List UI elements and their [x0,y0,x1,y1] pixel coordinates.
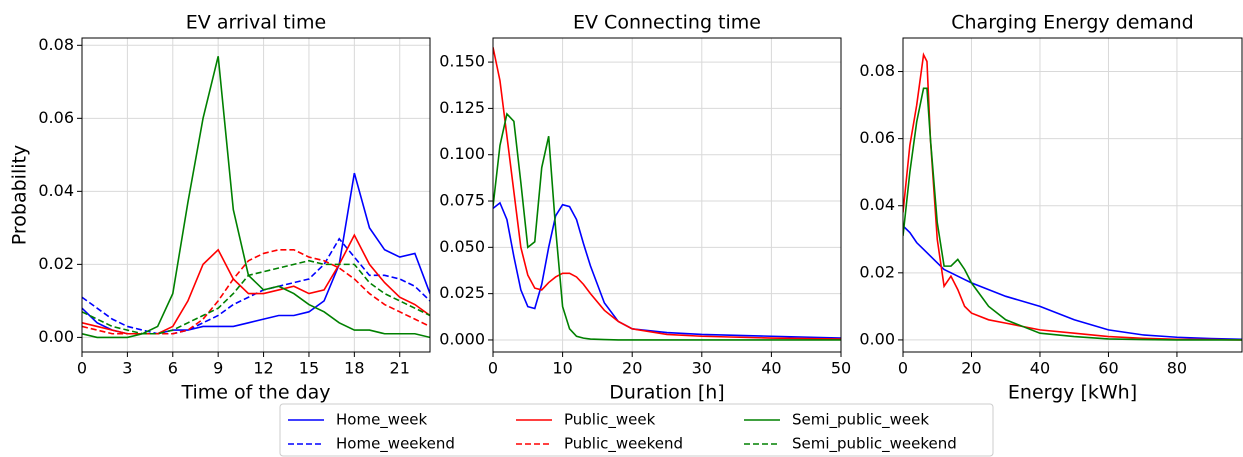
y-tick-label: 0.02 [859,262,895,281]
x-axis-label: Duration [h] [609,382,724,404]
x-tick-label: 40 [761,359,781,378]
series-line [82,56,430,339]
legend-label: Home_week [336,411,428,430]
series-line [903,225,1242,341]
y-tick-label: 0.00 [859,329,895,348]
x-tick-label: 40 [1030,359,1050,378]
series-line [903,52,1242,341]
y-tick-label: 0.150 [439,52,485,71]
x-tick-label: 0 [488,359,498,378]
y-tick-label: 0.04 [38,181,74,200]
x-tick-label: 12 [253,359,273,378]
y-tick-label: 0.04 [859,195,895,214]
y-tick-label: 0.025 [439,283,485,302]
y-tick-label: 0.08 [38,35,74,54]
legend-label: Public_weekend [564,435,683,454]
series-line [82,172,430,335]
x-tick-label: 6 [168,359,178,378]
series-line [82,233,430,335]
legend-label: Semi_public_week [792,411,929,430]
chart-title: EV arrival time [186,12,326,34]
plot-frame [81,37,431,353]
series-line [82,237,430,335]
y-tick-label: 0.06 [859,128,895,147]
y-tick-label: 0.075 [439,191,485,210]
x-tick-label: 60 [1098,359,1118,378]
plot-frame [902,37,1243,353]
y-tick-label: 0.00 [38,327,74,346]
x-tick-label: 0 [77,359,87,378]
x-tick-label: 18 [344,359,364,378]
legend-frame [279,403,994,457]
y-tick-label: 0.08 [859,61,895,80]
y-tick-label: 0.050 [439,237,485,256]
y-tick-label: 0.100 [439,144,485,163]
series-line [82,259,430,335]
x-tick-label: 80 [1167,359,1187,378]
y-tick-label: 0.02 [38,254,74,273]
x-tick-label: 20 [961,359,981,378]
plot-frame [492,37,842,353]
legend-label: Semi_public_weekend [792,435,957,454]
legend: Home_week Home_weekend Public_week Public_w… [279,403,994,457]
y-tick-label: 0.125 [439,98,485,117]
x-tick-label: 20 [622,359,642,378]
series-line [903,87,1242,341]
x-tick-label: 10 [552,359,572,378]
series-line [493,112,841,341]
chart-title: EV Connecting time [573,12,761,34]
y-axis-label: Probability [9,145,31,245]
x-tick-label: 21 [390,359,410,378]
x-tick-label: 30 [692,359,712,378]
x-tick-label: 50 [831,359,851,378]
legend-label: Home_weekend [336,435,455,454]
x-tick-label: 0 [898,359,908,378]
y-tick-label: 0.000 [439,329,485,348]
y-tick-label: 0.06 [38,108,74,127]
x-tick-label: 3 [122,359,132,378]
legend-label: Public_week [564,411,656,430]
x-tick-label: 15 [299,359,319,378]
x-axis-label: Energy [kWh] [1008,382,1137,404]
chart-title: Charging Energy demand [951,12,1193,34]
x-tick-label: 9 [213,359,223,378]
series-line [493,47,841,340]
x-axis-label: Time of the day [180,382,330,404]
series-line [493,201,841,339]
